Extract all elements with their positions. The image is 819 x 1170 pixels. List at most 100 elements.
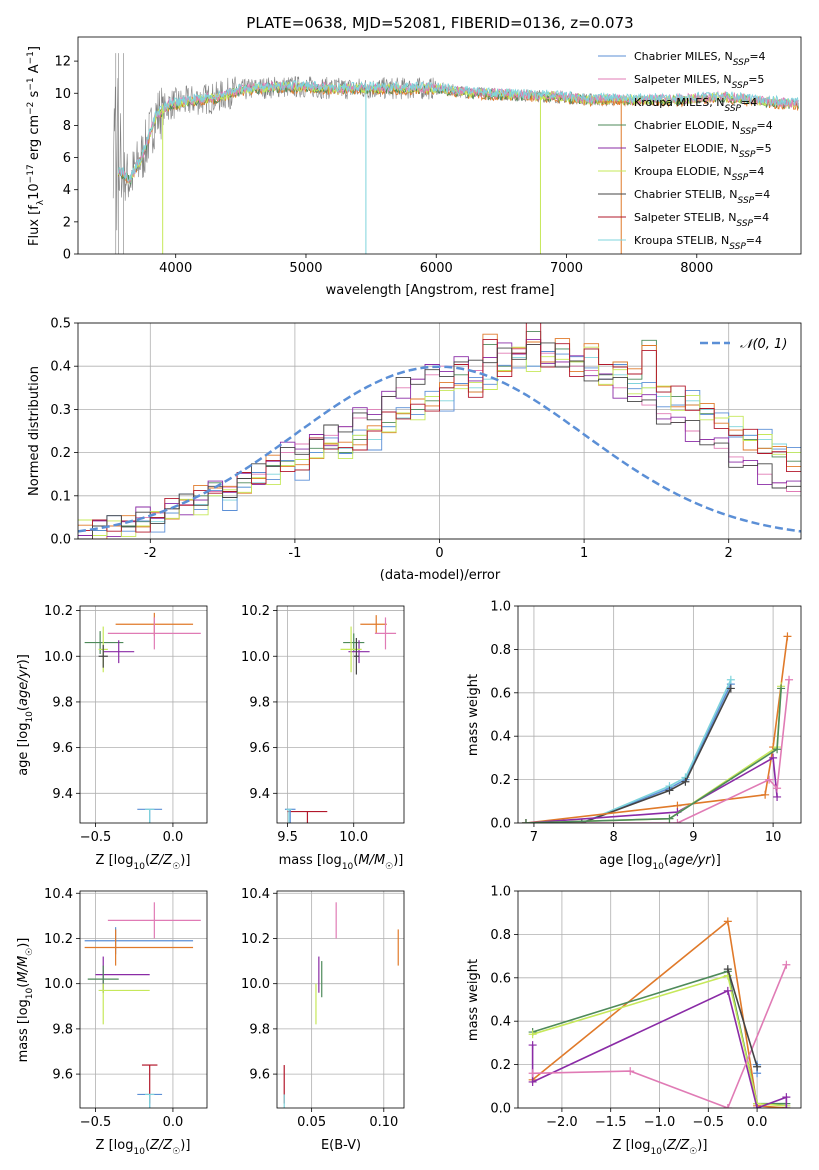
histogram-kroupa_miles [78, 333, 801, 539]
legend-label: Chabrier ELODIE, NSSP=4 [634, 119, 773, 137]
y-axis-label: Normed distribution [27, 366, 42, 496]
y-tick-label: 0.1 [50, 489, 71, 504]
spectrum-lines [112, 53, 799, 254]
x-tick-label: 8 [610, 830, 618, 845]
x-tick-label: 9.5 [277, 830, 298, 845]
x-tick-label: −1.0 [644, 1115, 676, 1130]
mass-weight-marker [782, 1104, 791, 1108]
x-tick-label: 1 [580, 546, 588, 561]
histogram-kroupa_elodie [78, 346, 801, 537]
mass-weight-marker [528, 1077, 537, 1086]
mass-weight-marker [753, 1104, 762, 1108]
mass-weight-marker [785, 675, 794, 684]
y-tick-label: 9.4 [52, 787, 73, 802]
x-tick-label: 10 [765, 830, 782, 845]
model-spectrum-salpeter_miles [118, 80, 799, 184]
x-axis-label: Z [log10(Z/Z☉)] [613, 1138, 708, 1157]
x-tick-label: 2 [725, 546, 733, 561]
y-tick-label: 9.8 [249, 1022, 270, 1037]
axes-frame [276, 605, 405, 824]
x-tick-label: 7 [530, 830, 538, 845]
y-tick-label: 10.0 [44, 650, 73, 665]
y-tick-label: 0.2 [490, 773, 511, 788]
legend-label: Chabrier MILES, NSSP=4 [634, 50, 766, 68]
x-tick-label: 0.05 [297, 1115, 326, 1130]
y-axis-label: mass weight [466, 674, 481, 756]
y-tick-label: 9.8 [52, 1022, 73, 1037]
y-axis-label: age [log10(age/yr)] [16, 654, 35, 776]
y-axis-label: mass weight [466, 959, 481, 1041]
y-tick-label: 1.0 [490, 885, 511, 900]
x-tick-label: −0.5 [80, 830, 112, 845]
x-tick-label: 4000 [159, 261, 192, 276]
model-spectrum-kroupa_stelib [117, 79, 799, 182]
errorbars [84, 612, 201, 823]
x-tick-label: −1.5 [595, 1115, 627, 1130]
errorbars [284, 615, 397, 823]
x-axis-label: (data-model)/error [380, 568, 501, 583]
mass-weight-marker [753, 1062, 762, 1071]
mass-weight-marker [528, 1041, 537, 1050]
y-tick-label: 0.0 [490, 1102, 511, 1117]
legend-label: 𝒩(0, 1) [740, 337, 787, 352]
legend-label: Salpeter STELIB, NSSP=4 [634, 211, 769, 229]
y-tick-label: 0.2 [50, 446, 71, 461]
mass-weight-marker [726, 684, 735, 693]
y-tick-label: 9.4 [249, 787, 270, 802]
y-tick-label: 9.6 [52, 1068, 73, 1083]
legend-label: Salpeter MILES, NSSP=5 [634, 73, 764, 91]
axes-frame [276, 890, 405, 1109]
mass-weight-marker [723, 965, 732, 974]
y-tick-label: 10.2 [44, 932, 73, 947]
x-axis-label: Z [log10(Z/Z☉)] [96, 1138, 191, 1157]
x-tick-label: 10.0 [339, 830, 368, 845]
y-tick-label: 10.2 [241, 932, 270, 947]
y-tick-label: 0.4 [490, 1015, 511, 1030]
mass-weight-marker [765, 775, 774, 784]
mass-weight-chabrier_elodie [525, 688, 782, 823]
y-axis-label: mass [log10(M/M☉)] [16, 938, 35, 1063]
axes-age_vs_Z: −0.5 0.0 9.4 9.6 9.8 10.0 10.2 Z [log10(Z/Z☉)] a… [16, 604, 208, 872]
mass-weight-marker [528, 1069, 537, 1078]
y-tick-label: 0 [63, 248, 71, 263]
mass-weight-lines [528, 917, 791, 1108]
y-tick-label: 10.0 [44, 977, 73, 992]
y-tick-label: 10.4 [44, 887, 73, 902]
model-spectrum-kroupa_miles [117, 82, 799, 184]
y-tick-label: 1.0 [490, 600, 511, 615]
axes-frame [517, 890, 802, 1109]
x-tick-label: 0.0 [163, 1115, 184, 1130]
y-tick-label: 9.6 [52, 741, 73, 756]
x-axis-label: E(B-V) [321, 1138, 361, 1153]
mass-weight-marker [783, 632, 792, 641]
mass-weight-marker [769, 753, 778, 762]
mass-weight-marker [521, 819, 530, 823]
x-axis-label: mass [log10(M/M☉)] [279, 853, 404, 872]
y-tick-label: 0.3 [50, 403, 71, 418]
y-tick-label: 0.6 [490, 971, 511, 986]
y-axis-label: Flux [fλ10−17 erg cm−2 s−1 A−1] [26, 46, 46, 246]
x-tick-label: 0.10 [369, 1115, 398, 1130]
mass-weight-marker [723, 986, 732, 995]
mass-weight-lines [521, 632, 794, 823]
legend-label: Salpeter ELODIE, NSSP=5 [634, 142, 772, 160]
y-tick-label: 0.4 [50, 360, 71, 375]
y-tick-label: 10.2 [44, 604, 73, 619]
mass-weight-marker [665, 786, 674, 795]
x-tick-label: 7000 [550, 261, 583, 276]
mass-weight-salpeter_elodie [525, 756, 778, 823]
axes-massweight_vs_Z: −2.0 −1.5 −1.0 −0.5 0.0 0.0 0.2 0.4 0.6 0.8 1.0 Z [… [466, 885, 802, 1157]
y-tick-label: 0.8 [490, 643, 511, 658]
y-tick-label: 0.0 [50, 533, 71, 548]
mass-weight-marker [782, 960, 791, 969]
y-tick-label: 0.8 [490, 928, 511, 943]
y-tick-label: 10.4 [241, 887, 270, 902]
x-tick-label: 8000 [680, 261, 713, 276]
histograms [78, 323, 801, 539]
y-tick-label: 12 [54, 55, 71, 70]
mass-weight-salpeter_miles [532, 964, 788, 1108]
x-tick-label: −0.5 [693, 1115, 725, 1130]
mass-weight-marker [777, 684, 786, 693]
mass-weight-chabrier_stelib [727, 968, 758, 1068]
